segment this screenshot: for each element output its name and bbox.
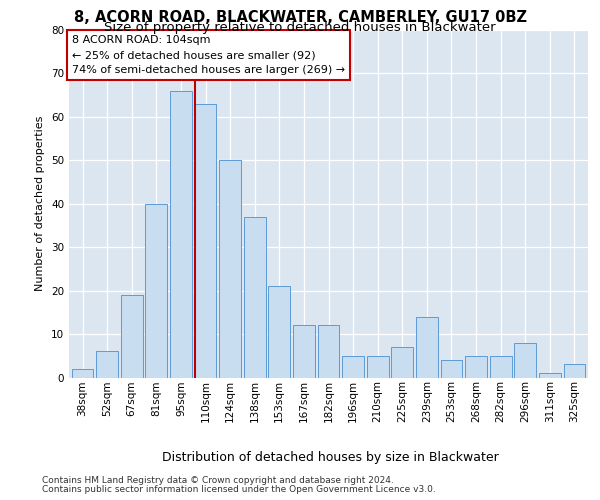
Bar	[244, 217, 266, 378]
Bar	[416, 316, 438, 378]
Bar	[490, 356, 512, 378]
Text: Size of property relative to detached houses in Blackwater: Size of property relative to detached ho…	[104, 21, 496, 34]
Bar	[121, 295, 143, 378]
Bar	[317, 326, 340, 378]
Y-axis label: Number of detached properties: Number of detached properties	[35, 116, 46, 292]
Text: Contains HM Land Registry data © Crown copyright and database right 2024.: Contains HM Land Registry data © Crown c…	[42, 476, 394, 485]
Bar	[268, 286, 290, 378]
Bar	[391, 347, 413, 378]
Bar	[194, 104, 217, 378]
Bar	[367, 356, 389, 378]
Text: Contains public sector information licensed under the Open Government Licence v3: Contains public sector information licen…	[42, 485, 436, 494]
Bar	[563, 364, 585, 378]
Bar	[293, 326, 315, 378]
Bar	[219, 160, 241, 378]
Text: 8, ACORN ROAD, BLACKWATER, CAMBERLEY, GU17 0BZ: 8, ACORN ROAD, BLACKWATER, CAMBERLEY, GU…	[74, 10, 527, 25]
Bar	[72, 369, 94, 378]
Bar	[170, 91, 192, 378]
Bar	[539, 373, 560, 378]
Bar	[97, 352, 118, 378]
Bar	[342, 356, 364, 378]
Bar	[514, 343, 536, 378]
Bar	[465, 356, 487, 378]
Text: Distribution of detached houses by size in Blackwater: Distribution of detached houses by size …	[161, 451, 499, 464]
Text: 8 ACORN ROAD: 104sqm
← 25% of detached houses are smaller (92)
74% of semi-detac: 8 ACORN ROAD: 104sqm ← 25% of detached h…	[71, 35, 345, 75]
Bar	[145, 204, 167, 378]
Bar	[440, 360, 463, 378]
